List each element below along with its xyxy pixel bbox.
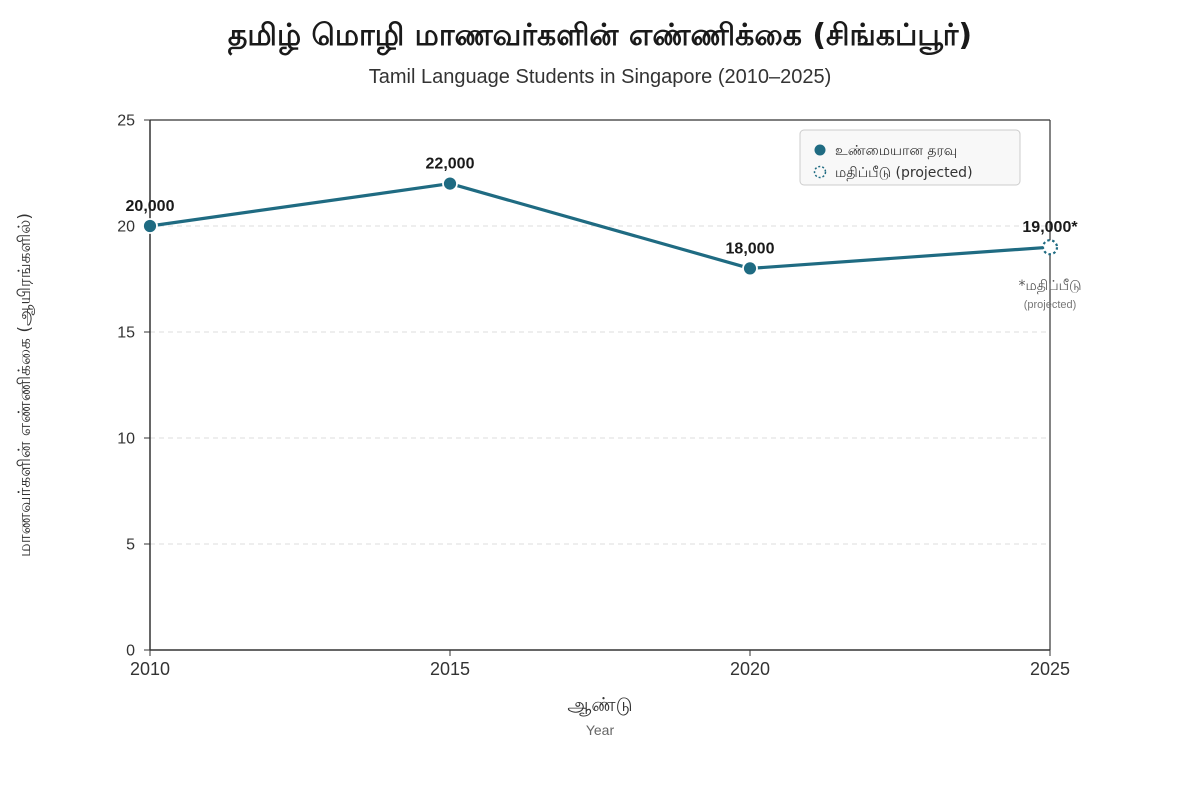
legend: உண்மையான தரவு மதிப்பீடு (projected) xyxy=(799,129,1021,186)
y-tick-label: 0 xyxy=(126,643,135,660)
legend-projected-marker xyxy=(813,165,827,179)
y-axis-label: மாணவர்களின் எண்ணிக்கை (ஆயிரங்களில்) xyxy=(15,213,35,557)
projection-note: *மதிப்பீடு xyxy=(1018,278,1081,294)
legend-box xyxy=(799,129,1021,186)
legend-projected-label: மதிப்பீடு (projected) xyxy=(835,165,973,181)
data-points xyxy=(142,175,1059,277)
y-tick-labels: 0 5 10 15 20 25 xyxy=(117,113,150,660)
legend-actual-label: உண்மையான தரவு xyxy=(835,143,957,159)
x-axis-sublabel: Year xyxy=(586,722,615,738)
series-line-group xyxy=(149,182,1051,270)
data-label: 19,000* xyxy=(1022,219,1078,236)
y-tick-label: 20 xyxy=(117,219,135,236)
x-axis-label: ஆண்டு xyxy=(567,694,632,716)
y-tick-label: 5 xyxy=(126,537,135,554)
y-tick-label: 10 xyxy=(117,431,135,448)
data-point xyxy=(442,175,458,192)
gridlines xyxy=(150,225,1050,545)
data-point xyxy=(142,218,158,234)
y-tick-label: 15 xyxy=(117,325,135,342)
chart-title: தமிழ் மொழி மாணவர்களின் எண்ணிக்கை (சிங்கப… xyxy=(227,18,973,53)
data-label: 20,000 xyxy=(126,198,175,215)
projection-note-sub: (projected) xyxy=(1024,299,1077,311)
series-line xyxy=(149,182,1051,270)
chart-subtitle: Tamil Language Students in Singapore (20… xyxy=(368,66,832,88)
x-tick-labels: 2010 2015 2020 2025 xyxy=(130,650,1070,679)
y-tick-label: 25 xyxy=(117,113,135,130)
data-label: 22,000 xyxy=(426,156,475,173)
data-label: 18,000 xyxy=(726,240,775,257)
x-tick-label: 2015 xyxy=(430,659,470,679)
data-labels: 20,000 22,000 18,000 19,000* xyxy=(126,156,1079,258)
x-tick-label: 2025 xyxy=(1030,659,1070,679)
x-tick-label: 2010 xyxy=(130,659,170,679)
axes xyxy=(149,119,1051,651)
x-tick-label: 2020 xyxy=(730,659,770,679)
data-point-projected xyxy=(1041,239,1059,256)
legend-actual-marker xyxy=(814,144,826,156)
data-point xyxy=(742,260,758,277)
